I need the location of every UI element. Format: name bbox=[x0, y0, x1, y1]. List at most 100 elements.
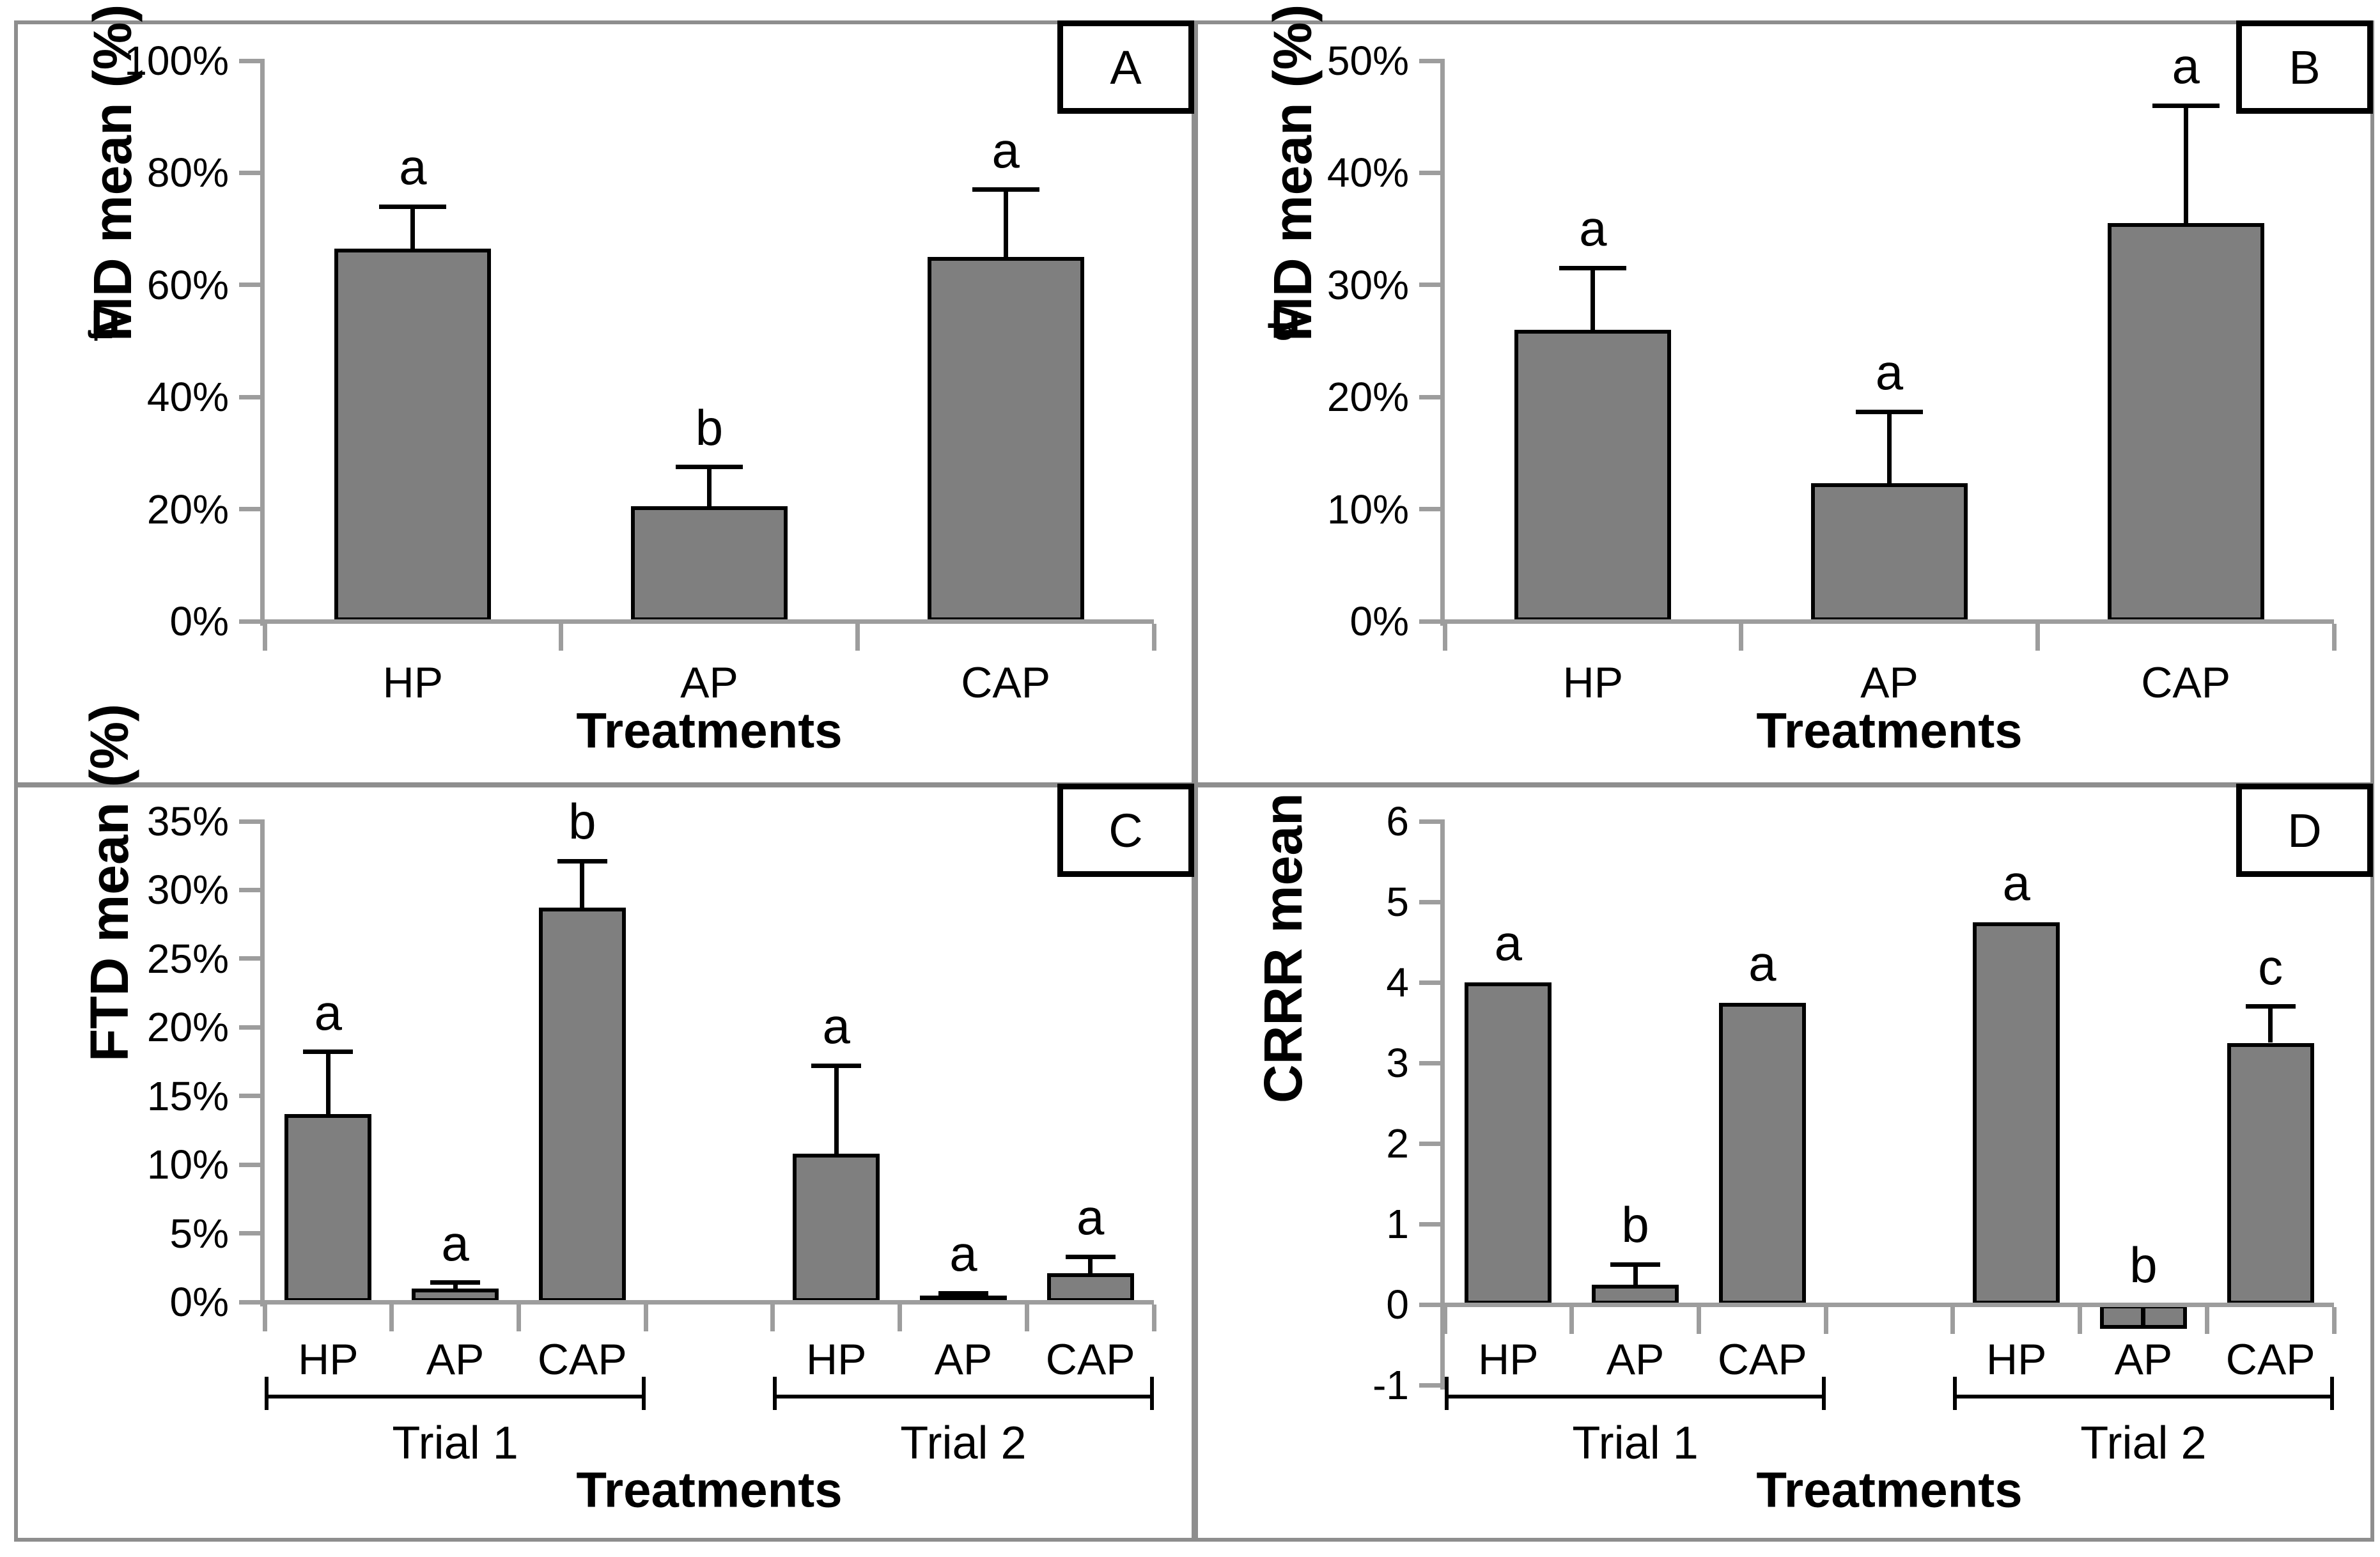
x-tick-mark bbox=[262, 623, 267, 651]
category-label: AP bbox=[2114, 1335, 2173, 1384]
significance-letter: a bbox=[949, 1225, 977, 1282]
bar bbox=[1465, 982, 1552, 1305]
category-label: CAP bbox=[1045, 1335, 1135, 1384]
x-tick-mark bbox=[643, 1304, 648, 1331]
error-bar-cap bbox=[303, 1050, 354, 1055]
y-axis-line bbox=[260, 821, 265, 1306]
error-bar bbox=[410, 206, 416, 249]
y-tick-label: 4 bbox=[1386, 959, 1409, 1005]
trial-label: Trial 2 bbox=[900, 1418, 1027, 1469]
bar bbox=[334, 248, 492, 621]
y-tick-mark bbox=[239, 956, 265, 961]
category-label: HP bbox=[1986, 1335, 2047, 1384]
y-axis-line bbox=[1440, 821, 1445, 1390]
significance-letter: b bbox=[695, 399, 724, 456]
y-tick-mark bbox=[1419, 819, 1445, 824]
y-tick-mark bbox=[239, 1094, 265, 1099]
panel-d: -1 0 1 2 3 4 5 6 a b a a b c HP AP CAP HP AP CAP Trial 1 Tria… bbox=[1194, 784, 2374, 1542]
panel-label-box: D bbox=[2236, 784, 2373, 877]
y-tick-label: 30% bbox=[146, 867, 229, 913]
category-label: AP bbox=[1860, 658, 1918, 707]
x-axis-line bbox=[239, 619, 1154, 624]
significance-letter: b bbox=[568, 793, 596, 850]
error-bar bbox=[2141, 1305, 2146, 1329]
x-axis-title: Treatments bbox=[576, 702, 843, 759]
panel-label-box: B bbox=[2236, 20, 2373, 114]
x-tick-mark bbox=[1823, 1306, 1828, 1334]
y-tick-mark bbox=[1419, 394, 1445, 399]
y-tick-mark bbox=[1419, 980, 1445, 985]
category-label: CAP bbox=[2141, 658, 2231, 707]
y-tick-label: 50% bbox=[1326, 38, 1409, 84]
category-label: CAP bbox=[2225, 1335, 2315, 1384]
category-label: HP bbox=[1562, 658, 1624, 707]
category-label: AP bbox=[680, 658, 738, 707]
trial-bracket-tick bbox=[1445, 1377, 1449, 1410]
trial-bracket-tick bbox=[1150, 1377, 1154, 1410]
category-label: HP bbox=[805, 1335, 867, 1384]
y-tick-label: -1 bbox=[1373, 1362, 1409, 1408]
error-bar bbox=[2268, 1006, 2273, 1043]
panel-d-plot: -1 0 1 2 3 4 5 6 a b a a b c HP AP CAP HP AP CAP Trial 1 Tria… bbox=[1198, 787, 2370, 1538]
bar bbox=[1973, 922, 2060, 1305]
y-tick-mark bbox=[239, 58, 265, 63]
significance-letter: a bbox=[1579, 200, 1607, 257]
trial-bracket bbox=[1445, 1395, 1826, 1398]
y-tick-label: 20% bbox=[1326, 374, 1409, 421]
error-bar-cap bbox=[938, 1290, 988, 1296]
x-tick-mark bbox=[2035, 623, 2040, 651]
y-tick-label: 30% bbox=[1326, 261, 1409, 308]
error-bar bbox=[2183, 105, 2188, 224]
y-tick-mark bbox=[239, 1231, 265, 1236]
bar bbox=[1592, 1284, 1679, 1305]
bar bbox=[1718, 1002, 1806, 1305]
x-tick-mark bbox=[1696, 1306, 1701, 1334]
error-bar-cap bbox=[379, 204, 447, 209]
category-label: AP bbox=[1606, 1335, 1665, 1384]
bar bbox=[793, 1153, 880, 1302]
panel-label-box: A bbox=[1057, 20, 1194, 114]
error-bar bbox=[707, 467, 712, 507]
trial-bracket-tick bbox=[265, 1377, 268, 1410]
significance-letter: a bbox=[314, 984, 343, 1041]
y-tick-label: 15% bbox=[146, 1073, 229, 1119]
y-tick-label: 2 bbox=[1386, 1120, 1409, 1166]
significance-letter: a bbox=[1875, 344, 1904, 400]
x-axis-line bbox=[1419, 1302, 2334, 1307]
category-label: CAP bbox=[537, 1335, 627, 1384]
y-tick-label: 1 bbox=[1386, 1201, 1409, 1247]
significance-letter: a bbox=[822, 998, 850, 1055]
panel-label-box: C bbox=[1057, 784, 1194, 877]
trial-bracket bbox=[772, 1395, 1154, 1398]
x-tick-mark bbox=[389, 1304, 394, 1331]
significance-letter: a bbox=[2172, 38, 2200, 95]
category-label: AP bbox=[934, 1335, 993, 1384]
y-tick-mark bbox=[239, 1162, 265, 1167]
bar bbox=[927, 256, 1084, 621]
significance-letter: a bbox=[1748, 934, 1777, 991]
y-tick-label: 25% bbox=[146, 935, 229, 982]
y-tick-mark bbox=[1419, 58, 1445, 63]
error-bar-cap bbox=[2152, 103, 2220, 108]
panel-c-plot: 0% 5% 10% 15% 20% 25% 30% 35% a a b a a a HP AP CAP HP AP C… bbox=[18, 704, 1192, 1538]
bar bbox=[538, 908, 626, 1302]
y-tick-label: 80% bbox=[146, 150, 229, 196]
y-tick-label: 0 bbox=[1386, 1282, 1409, 1328]
x-axis-line bbox=[239, 1299, 1154, 1305]
bar bbox=[1514, 329, 1672, 621]
y-axis-title-text: MD mean (%) bbox=[1263, 4, 1323, 341]
error-bar-cap bbox=[2245, 1004, 2296, 1009]
error-bar bbox=[1887, 412, 1892, 484]
y-tick-mark bbox=[1419, 170, 1445, 175]
y-tick-label: 35% bbox=[146, 798, 229, 844]
trial-bracket-tick bbox=[1952, 1377, 1957, 1410]
bar bbox=[2107, 223, 2264, 621]
panel-letter: D bbox=[2287, 803, 2322, 857]
y-tick-mark bbox=[239, 1025, 265, 1030]
y-tick-mark bbox=[1419, 1221, 1445, 1227]
y-axis-line bbox=[1440, 61, 1445, 626]
panel-c: 0% 5% 10% 15% 20% 25% 30% 35% a a b a a a HP AP CAP HP AP C… bbox=[14, 704, 1195, 1542]
